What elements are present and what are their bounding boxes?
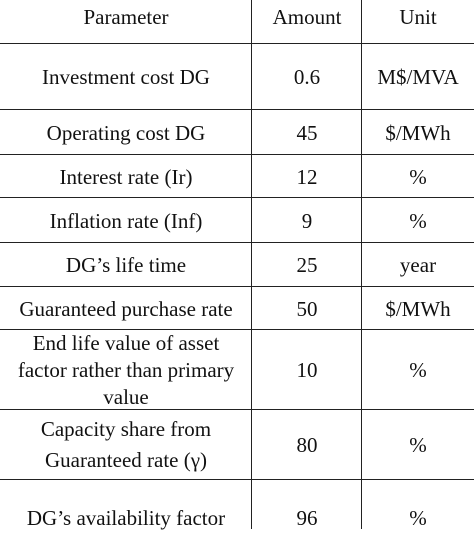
row-divider <box>0 154 474 155</box>
header-cell: Amount <box>272 5 342 29</box>
table-cell: 45 <box>296 120 318 145</box>
row-divider <box>0 43 474 44</box>
table-cell: DG’s availability factor <box>26 505 226 530</box>
table-cell: 80 <box>296 432 318 457</box>
row-divider <box>0 479 474 480</box>
header-cell: Unit <box>399 5 437 29</box>
table-cell: Investment cost DG <box>42 65 210 89</box>
table-cell: Capacity share from Guaranteed rate (γ) <box>40 417 212 472</box>
header-cell: Parameter <box>83 5 169 29</box>
table-cell: 10 <box>296 357 318 382</box>
row-divider <box>0 197 474 198</box>
table-cell: Interest rate (Ir) <box>59 164 193 189</box>
table-cell: year <box>399 253 437 277</box>
table-cell: Inflation rate (Inf) <box>49 208 203 233</box>
table-cell: 50 <box>296 296 318 321</box>
table-cell: Guaranteed purchase rate <box>19 296 233 321</box>
table-cell: End life value of asset factor rather th… <box>17 330 235 409</box>
table-cell: DG’s life time <box>65 253 187 277</box>
table-cell: $/MWh <box>385 296 451 321</box>
table-cell: Operating cost DG <box>46 120 206 145</box>
row-divider <box>0 329 474 330</box>
table-cell: % <box>409 208 427 233</box>
row-divider <box>0 109 474 110</box>
table-cell: M$/MVA <box>377 65 459 89</box>
row-divider <box>0 286 474 287</box>
table-cell: 25 <box>296 253 318 277</box>
row-divider <box>0 409 474 410</box>
table-cell: % <box>409 164 427 189</box>
table-cell: 12 <box>296 164 318 189</box>
row-divider <box>0 242 474 243</box>
column-divider <box>361 0 362 529</box>
table-cell: % <box>409 357 427 382</box>
column-divider <box>251 0 252 529</box>
table-cell: 0.6 <box>293 65 321 89</box>
table-cell: % <box>409 432 427 457</box>
table-cell: $/MWh <box>385 120 451 145</box>
table-cell: % <box>409 505 427 530</box>
page: {"table": { "header": ["Parameter", "Amo… <box>0 0 474 530</box>
table-cell: 96 <box>296 505 318 530</box>
table-cell: 9 <box>301 208 313 233</box>
